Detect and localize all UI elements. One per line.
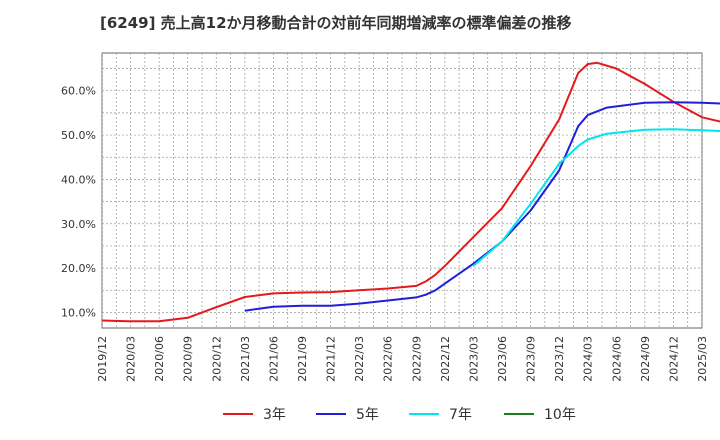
grid-lines: [101, 53, 703, 328]
x-tick-label: 2022/09: [410, 336, 423, 382]
x-tick-label: 2021/03: [239, 336, 252, 382]
series-line-3年: [101, 61, 720, 323]
x-tick-label: 2021/06: [267, 336, 280, 382]
legend-label: 7年: [449, 407, 472, 423]
y-tick-label: 20.0%: [61, 262, 96, 275]
x-tick-label: 2022/12: [439, 336, 452, 382]
x-tick-label: 2023/12: [553, 336, 566, 382]
y-tick-label: 50.0%: [61, 129, 96, 142]
x-tick-label: 2024/06: [610, 336, 623, 382]
x-tick-labels: 2019/12 2020/03 2020/06 2020/09 2020/12 2021/…: [96, 336, 709, 382]
y-tick-label: 10.0%: [61, 306, 96, 319]
y-tick-label: 40.0%: [61, 173, 96, 186]
x-tick-label: 2023/09: [525, 336, 538, 382]
legend-label: 3年: [263, 407, 286, 423]
series-line-5年: [244, 101, 720, 312]
y-tick-label: 60.0%: [61, 85, 96, 98]
x-tick-label: 2021/09: [296, 336, 309, 382]
chart-title: [6249] 売上高12か月移動合計の対前年同期増減率の標準偏差の推移: [100, 14, 572, 32]
x-tick-label: 2022/06: [382, 336, 395, 382]
x-tick-label: 2019/12: [96, 336, 109, 382]
x-tick-label: 2020/06: [153, 336, 166, 382]
y-tick-label: 30.0%: [61, 218, 96, 231]
x-tick-label: 2024/09: [639, 336, 652, 382]
x-tick-label: 2023/03: [467, 336, 480, 382]
x-tick-label: 2021/12: [325, 336, 338, 382]
legend: 3年 5年 7年 10年: [223, 407, 576, 423]
x-tick-label: 2024/03: [582, 336, 595, 382]
x-tick-label: 2023/06: [496, 336, 509, 382]
y-tick-labels: 10.0% 20.0% 30.0% 40.0% 50.0% 60.0%: [61, 85, 96, 320]
legend-label: 10年: [544, 407, 576, 423]
series-lines: [101, 61, 720, 323]
x-tick-label: 2024/12: [667, 336, 680, 382]
x-tick-label: 2020/03: [125, 336, 138, 382]
series-line-7年: [472, 128, 720, 267]
x-tick-label: 2020/12: [210, 336, 223, 382]
x-tick-label: 2020/09: [182, 336, 195, 382]
legend-label: 5年: [356, 407, 379, 423]
x-tick-label: 2022/03: [353, 336, 366, 382]
x-tick-label: 2025/03: [696, 336, 709, 382]
